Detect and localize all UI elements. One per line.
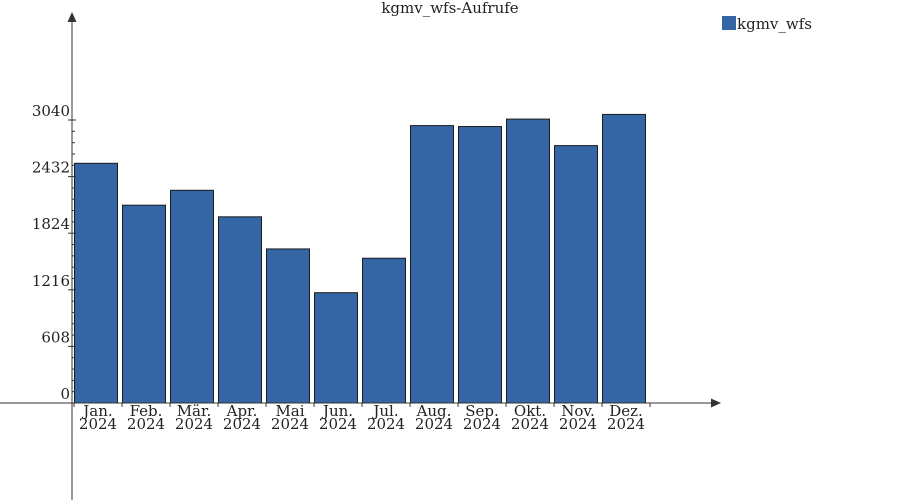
x-tick-label-year-7: 2024 xyxy=(415,415,453,433)
x-tick-label-year-2: 2024 xyxy=(175,415,213,433)
bar-11 xyxy=(602,113,646,404)
y-tick-label-3: 1824 xyxy=(32,215,70,233)
bar-1 xyxy=(122,204,166,404)
x-axis-arrow xyxy=(711,398,721,408)
y-tick-label-1: 608 xyxy=(41,328,70,346)
x-tick-label-month-3: Apr. xyxy=(226,402,258,420)
x-tick-label-year-1: 2024 xyxy=(127,415,165,433)
bar-2 xyxy=(170,189,214,404)
x-tick-label-year-8: 2024 xyxy=(463,415,501,433)
x-tick-label-month-9: Okt. xyxy=(514,402,546,420)
x-tick-label-year-6: 2024 xyxy=(367,415,405,433)
y-ticks-group: 0 608 1216 1824 2432 3040 xyxy=(32,102,76,404)
bar-4 xyxy=(266,248,310,404)
bar-3 xyxy=(218,216,262,404)
x-tick-label-year-10: 2024 xyxy=(559,415,597,433)
y-tick-label-0: 0 xyxy=(60,385,70,403)
x-tick-label-year-11: 2024 xyxy=(607,415,645,433)
x-tick-label-month-11: Dez. xyxy=(609,402,643,420)
bar-8 xyxy=(458,126,502,404)
y-tick-label-5: 3040 xyxy=(32,102,70,120)
bar-9 xyxy=(506,118,550,404)
x-tick-label-year-9: 2024 xyxy=(511,415,549,433)
x-tick-label-month-2: Mär. xyxy=(177,402,212,420)
bar-7 xyxy=(410,125,454,404)
axes xyxy=(0,12,721,500)
x-tick-label-month-4: Mai xyxy=(275,402,304,420)
x-tick-label-year-0: 2024 xyxy=(79,415,117,433)
x-tick-label-month-6: Jul. xyxy=(371,402,398,420)
legend-label-kgmv-wfs: kgmv_wfs xyxy=(737,15,812,33)
x-tick-label-year-5: 2024 xyxy=(319,415,357,433)
bar-10 xyxy=(554,145,598,404)
x-tick-label-month-0: Jan. xyxy=(81,402,112,420)
y-axis-arrow xyxy=(67,12,77,22)
bar-5 xyxy=(314,292,358,404)
x-tick-label-month-5: Jun. xyxy=(321,402,353,420)
chart-title: kgmv_wfs-Aufrufe xyxy=(381,0,518,17)
x-ticks-group: Jan.2024Feb.2024Mär.2024Apr.2024Mai2024J… xyxy=(73,402,651,433)
bars-group xyxy=(74,113,646,404)
x-tick-label-month-1: Feb. xyxy=(130,402,163,420)
bar-6 xyxy=(362,257,406,404)
x-tick-label-year-4: 2024 xyxy=(271,415,309,433)
x-tick-label-month-10: Nov. xyxy=(561,402,595,420)
legend-swatch-kgmv-wfs xyxy=(722,16,736,30)
y-tick-label-4: 2432 xyxy=(32,159,70,177)
y-tick-label-2: 1216 xyxy=(32,272,70,290)
x-tick-label-year-3: 2024 xyxy=(223,415,261,433)
x-tick-label-month-8: Sep. xyxy=(465,402,499,420)
bar-0 xyxy=(74,162,118,404)
legend: kgmv_wfs xyxy=(722,15,812,33)
x-tick-label-month-7: Aug. xyxy=(416,402,452,420)
